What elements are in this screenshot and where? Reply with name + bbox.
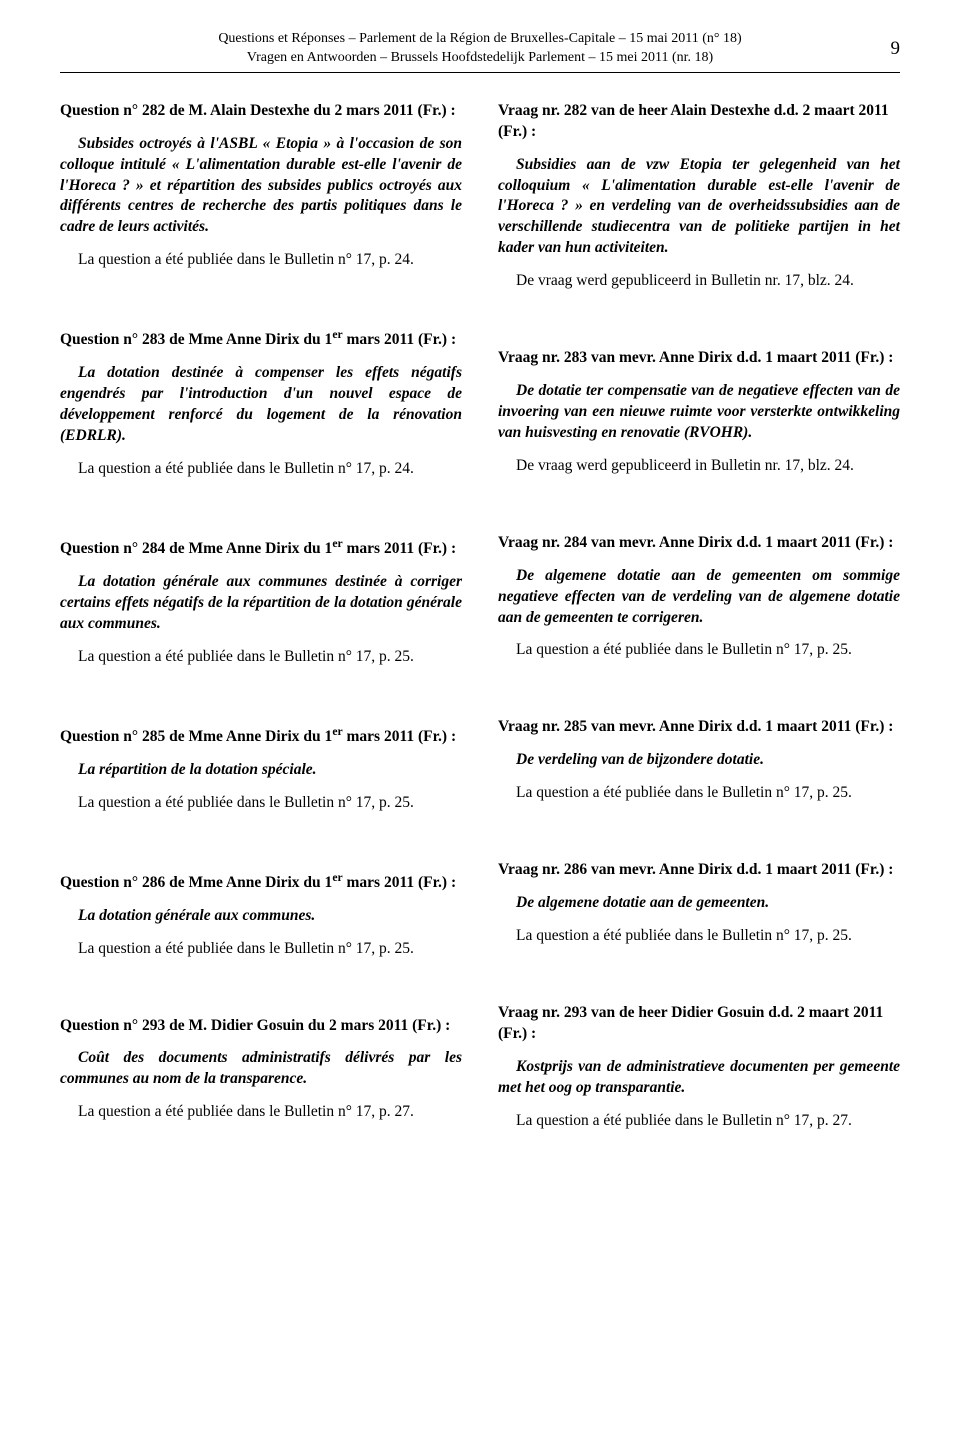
question-subject: La dotation destinée à compenser les eff… bbox=[60, 363, 462, 447]
header-line-fr: Questions et Réponses – Parlement de la … bbox=[60, 30, 900, 49]
question-title: Vraag nr. 282 van de heer Alain Destexhe… bbox=[498, 101, 900, 143]
question-subject: Coût des documents administratifs délivr… bbox=[60, 1048, 462, 1090]
publication-note: La question a été publiée dans le Bullet… bbox=[498, 783, 900, 804]
question-title: Question n° 283 de Mme Anne Dirix du 1er… bbox=[60, 327, 462, 351]
question-subject: De algemene dotatie aan de gemeenten. bbox=[498, 893, 900, 914]
question-subject: De verdeling van de bijzondere dotatie. bbox=[498, 750, 900, 771]
question-subject: La dotation générale aux communes. bbox=[60, 906, 462, 927]
page-header: Questions et Réponses – Parlement de la … bbox=[60, 30, 900, 73]
question-title: Question n° 282 de M. Alain Destexhe du … bbox=[60, 101, 462, 122]
question-title: Vraag nr. 284 van mevr. Anne Dirix d.d. … bbox=[498, 533, 900, 554]
question-subject: Kostprijs van de administratieve documen… bbox=[498, 1057, 900, 1099]
question-block-293-fr: Question n° 293 de M. Didier Gosuin du 2… bbox=[60, 1016, 462, 1124]
column-french: Question n° 282 de M. Alain Destexhe du … bbox=[60, 101, 462, 1188]
question-block-285-fr: Question n° 285 de Mme Anne Dirix du 1er… bbox=[60, 724, 462, 814]
question-block-282-fr: Question n° 282 de M. Alain Destexhe du … bbox=[60, 101, 462, 271]
question-title: Vraag nr. 293 van de heer Didier Gosuin … bbox=[498, 1003, 900, 1045]
question-block-283-fr: Question n° 283 de Mme Anne Dirix du 1er… bbox=[60, 327, 462, 480]
question-block-284-nl: Vraag nr. 284 van mevr. Anne Dirix d.d. … bbox=[498, 533, 900, 662]
question-subject: Subsides octroyés à l'ASBL « Etopia » à … bbox=[60, 134, 462, 239]
header-line-nl: Vragen en Antwoorden – Brussels Hoofdste… bbox=[60, 49, 900, 68]
question-block-286-fr: Question n° 286 de Mme Anne Dirix du 1er… bbox=[60, 870, 462, 960]
publication-note: La question a été publiée dans le Bullet… bbox=[60, 459, 462, 480]
question-subject: De dotatie ter compensatie van de negati… bbox=[498, 381, 900, 444]
question-title: Question n° 293 de M. Didier Gosuin du 2… bbox=[60, 1016, 462, 1037]
header-lines: Questions et Réponses – Parlement de la … bbox=[60, 30, 900, 73]
question-title: Question n° 285 de Mme Anne Dirix du 1er… bbox=[60, 724, 462, 748]
two-column-layout: Question n° 282 de M. Alain Destexhe du … bbox=[60, 101, 900, 1188]
publication-note: La question a été publiée dans le Bullet… bbox=[498, 1111, 900, 1132]
publication-note: La question a été publiée dans le Bullet… bbox=[60, 647, 462, 668]
publication-note: La question a été publiée dans le Bullet… bbox=[60, 939, 462, 960]
question-block-284-fr: Question n° 284 de Mme Anne Dirix du 1er… bbox=[60, 536, 462, 668]
question-title: Question n° 284 de Mme Anne Dirix du 1er… bbox=[60, 536, 462, 560]
question-title: Vraag nr. 286 van mevr. Anne Dirix d.d. … bbox=[498, 860, 900, 881]
page: Questions et Réponses – Parlement de la … bbox=[0, 0, 960, 1228]
publication-note: La question a été publiée dans le Bullet… bbox=[498, 640, 900, 661]
question-subject: La dotation générale aux communes destin… bbox=[60, 572, 462, 635]
column-dutch: Vraag nr. 282 van de heer Alain Destexhe… bbox=[498, 101, 900, 1188]
question-title: Vraag nr. 283 van mevr. Anne Dirix d.d. … bbox=[498, 348, 900, 369]
question-title: Vraag nr. 285 van mevr. Anne Dirix d.d. … bbox=[498, 717, 900, 738]
publication-note: De vraag werd gepubliceerd in Bulletin n… bbox=[498, 456, 900, 477]
publication-note: De vraag werd gepubliceerd in Bulletin n… bbox=[498, 271, 900, 292]
publication-note: La question a été publiée dans le Bullet… bbox=[60, 250, 462, 271]
question-subject: La répartition de la dotation spéciale. bbox=[60, 760, 462, 781]
question-block-282-nl: Vraag nr. 282 van de heer Alain Destexhe… bbox=[498, 101, 900, 292]
question-subject: De algemene dotatie aan de gemeenten om … bbox=[498, 566, 900, 629]
question-block-286-nl: Vraag nr. 286 van mevr. Anne Dirix d.d. … bbox=[498, 860, 900, 947]
question-block-293-nl: Vraag nr. 293 van de heer Didier Gosuin … bbox=[498, 1003, 900, 1132]
question-block-285-nl: Vraag nr. 285 van mevr. Anne Dirix d.d. … bbox=[498, 717, 900, 804]
question-block-283-nl: Vraag nr. 283 van mevr. Anne Dirix d.d. … bbox=[498, 348, 900, 477]
question-subject: Subsidies aan de vzw Etopia ter gelegenh… bbox=[498, 155, 900, 260]
publication-note: La question a été publiée dans le Bullet… bbox=[60, 1102, 462, 1123]
publication-note: La question a été publiée dans le Bullet… bbox=[60, 793, 462, 814]
page-number: 9 bbox=[891, 38, 901, 60]
publication-note: La question a été publiée dans le Bullet… bbox=[498, 926, 900, 947]
question-title: Question n° 286 de Mme Anne Dirix du 1er… bbox=[60, 870, 462, 894]
